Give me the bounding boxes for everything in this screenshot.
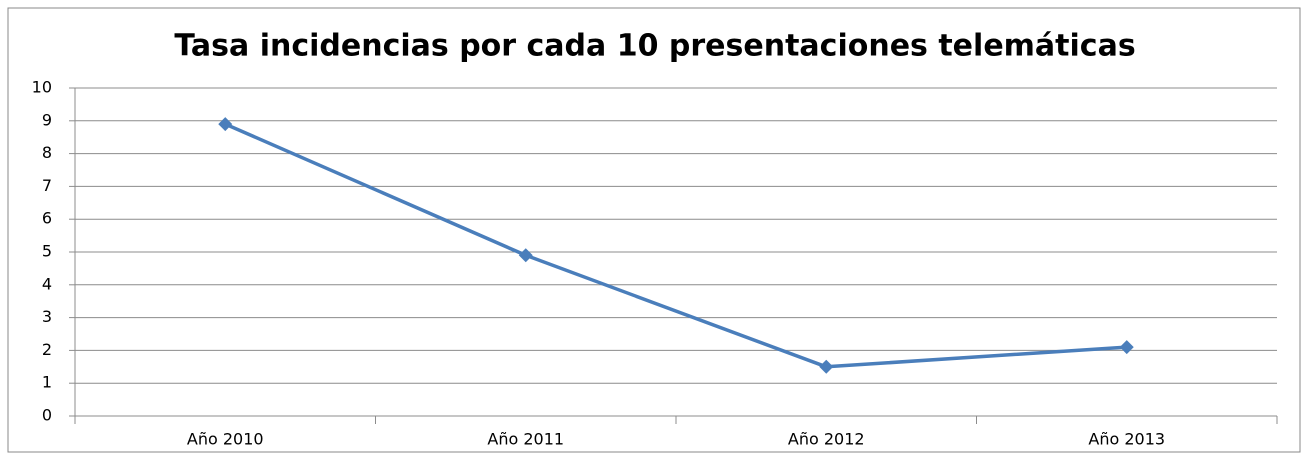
y-tick-label: 5 — [42, 242, 52, 261]
y-tick-label: 6 — [42, 209, 52, 228]
y-tick-label: 3 — [42, 307, 52, 326]
marker — [819, 359, 834, 374]
marker — [518, 248, 533, 263]
y-tick-label: 9 — [42, 110, 52, 129]
line — [224, 122, 1127, 369]
x-tick-label: Año 2011 — [487, 430, 564, 449]
y-tick-label: 7 — [42, 176, 52, 195]
y-tick-label: 8 — [42, 143, 52, 162]
y-tick-label: 10 — [32, 78, 52, 97]
x-tick-label: Año 2010 — [187, 430, 264, 449]
y-tick-label: 0 — [42, 406, 52, 425]
y-tick-label: 2 — [42, 340, 52, 359]
marker — [1119, 340, 1134, 355]
y-tick-label: 1 — [42, 373, 52, 392]
marker — [218, 117, 233, 132]
chart-title: Tasa incidencias por cada 10 presentacio… — [174, 29, 1135, 64]
x-tick-label: Año 2012 — [788, 430, 865, 449]
x-tick-label: Año 2013 — [1088, 430, 1165, 449]
y-tick-label: 4 — [42, 274, 52, 293]
chart-frame — [7, 7, 1301, 453]
